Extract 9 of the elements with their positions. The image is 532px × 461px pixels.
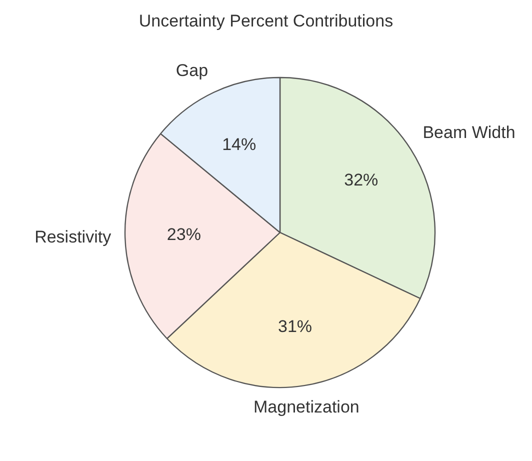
data-label: 14% xyxy=(222,135,256,154)
data-label: 31% xyxy=(278,317,312,336)
slice-label: Beam Width xyxy=(422,123,516,142)
slice-label: Gap xyxy=(176,60,208,80)
slice-label: Magnetization xyxy=(254,398,360,417)
data-label: 32% xyxy=(344,170,378,190)
chart-title: Uncertainty Percent Contributions xyxy=(138,12,394,31)
data-label: 23% xyxy=(166,225,201,244)
slice-label: Resistivity xyxy=(34,227,112,246)
